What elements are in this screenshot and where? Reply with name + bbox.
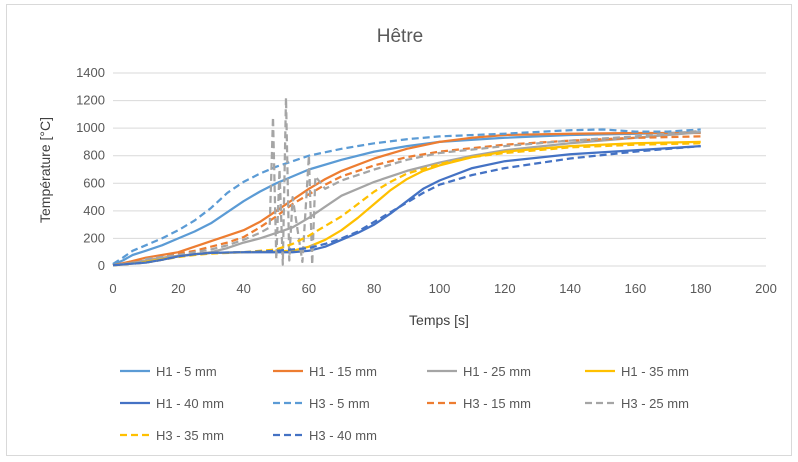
x-tick-label: 0	[109, 281, 116, 296]
legend-label-5: H3 - 5 mm	[309, 396, 370, 411]
legend-label-1: H1 - 15 mm	[309, 364, 377, 379]
legend: H1 - 5 mm H1 - 15 mm H1 - 25 mm H1 - 35 mm H…	[120, 364, 689, 443]
y-tick-label: 0	[98, 258, 105, 273]
x-tick-label: 180	[690, 281, 712, 296]
x-tick-label: 20	[171, 281, 185, 296]
y-axis-label: Température [°C]	[37, 117, 53, 223]
x-tick-label: 100	[429, 281, 451, 296]
series-line-5	[112, 128, 701, 265]
legend-label-6: H3 - 15 mm	[463, 396, 531, 411]
series-line-7	[112, 96, 701, 267]
y-tick-label: 1000	[76, 120, 105, 135]
x-tick-label: 160	[625, 281, 647, 296]
series-lines	[112, 96, 701, 267]
series-line-4	[112, 144, 701, 267]
x-tick-label: 140	[559, 281, 581, 296]
x-tick-label: 120	[494, 281, 516, 296]
y-tick-label: 1200	[76, 93, 105, 108]
x-tick-label: 40	[236, 281, 250, 296]
legend-label-9: H3 - 40 mm	[309, 428, 377, 443]
legend-label-4: H1 - 40 mm	[156, 396, 224, 411]
gridlines	[113, 72, 766, 267]
y-tick-label: 1400	[76, 65, 105, 80]
y-tick-label: 400	[83, 203, 105, 218]
y-tick-label: 800	[83, 148, 105, 163]
chart-title: Hêtre	[377, 26, 423, 47]
x-tick-labels: 0 20 40 60 80 100 120 140 160 180 200	[109, 281, 776, 296]
y-tick-labels: 0 200 400 600 800 1000 1200 1400	[76, 65, 105, 273]
series-line-8	[112, 142, 701, 267]
legend-label-3: H1 - 35 mm	[621, 364, 689, 379]
x-tick-label: 200	[755, 281, 777, 296]
series-line-9	[112, 144, 701, 267]
series-line-1	[112, 131, 701, 267]
x-axis-label: Temps [s]	[409, 312, 469, 328]
chart-frame	[6, 4, 792, 456]
legend-label-7: H3 - 25 mm	[621, 396, 689, 411]
y-tick-label: 200	[83, 230, 105, 245]
x-tick-label: 80	[367, 281, 381, 296]
series-line-0	[112, 131, 701, 266]
legend-label-0: H1 - 5 mm	[156, 364, 217, 379]
y-tick-label: 600	[83, 175, 105, 190]
x-tick-label: 60	[302, 281, 316, 296]
legend-label-8: H3 - 35 mm	[156, 428, 224, 443]
legend-label-2: H1 - 25 mm	[463, 364, 531, 379]
